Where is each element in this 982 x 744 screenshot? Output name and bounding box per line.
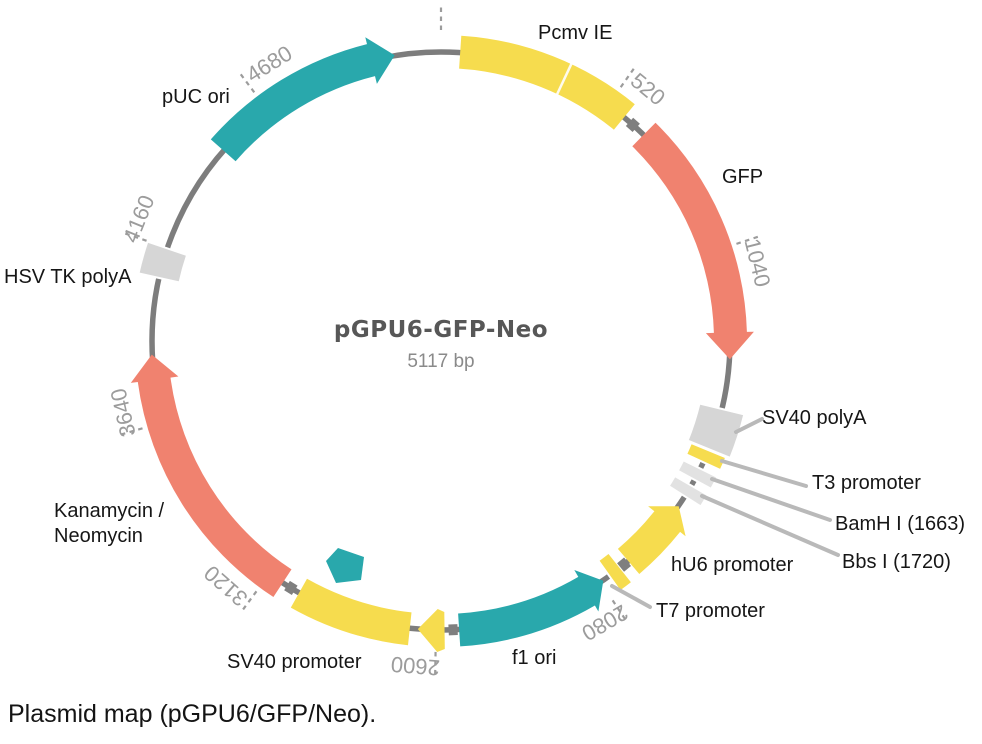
- feature-t7-promoter: [596, 551, 634, 593]
- kanamycin-label-line2: Neomycin: [54, 525, 143, 547]
- tick-mark-3640: [117, 427, 143, 437]
- insert-pentagon-marker: [326, 548, 364, 583]
- feature-f1-ori: [458, 570, 604, 647]
- feature-kanamycin-neomycin: [130, 354, 292, 597]
- bamhi-label: BamH I (1663): [835, 513, 966, 535]
- tick-mark-4160: [121, 231, 147, 242]
- sv40-promoter-label: SV40 promoter: [227, 651, 362, 673]
- pcmv-ie-label: Pcmv IE: [538, 22, 613, 44]
- plasmid-size: 5117 bp: [407, 351, 475, 372]
- tick-mark-4680: [237, 70, 256, 93]
- figure-caption: Plasmid map (pGPU6/GFP/Neo).: [8, 700, 377, 728]
- gfp-label: GFP: [722, 166, 764, 188]
- t3-promoter-label: T3 promoter: [812, 472, 921, 494]
- tick-label-2600: 2600: [390, 652, 441, 681]
- t7-promoter-callout: [610, 584, 652, 609]
- tick-label-4160: 4160: [118, 192, 160, 247]
- feature-hsv-tk-polya: [137, 240, 189, 284]
- feature-sv40-promoter: [290, 578, 412, 646]
- bbsi-label: Bbs I (1720): [842, 551, 951, 573]
- plasmid-name: pGPU6-GFP-Neo: [333, 317, 549, 343]
- tick-mark-3120: [240, 590, 258, 613]
- bbsi-callout: [700, 494, 840, 557]
- backbone-connector: [617, 557, 632, 572]
- t3-promoter-callout: [720, 459, 808, 488]
- feature-gfp: [632, 122, 754, 360]
- tick-mark-520: [619, 65, 637, 88]
- tick-label-1040: 1040: [739, 236, 775, 290]
- feature-hu6-promoter: [617, 506, 686, 574]
- tick-label-3640: 3640: [105, 386, 140, 439]
- f1-ori-label: f1 ori: [512, 647, 557, 669]
- hsv-tk-polya-label: HSV TK polyA: [4, 266, 132, 288]
- backbone-connector: [284, 580, 298, 595]
- tick-mark-2080: [611, 599, 628, 623]
- kanamycin-label-line1: Kanamycin /: [54, 500, 165, 522]
- feature-insert-arrowhead: [417, 609, 445, 652]
- backbone-connector: [625, 117, 640, 132]
- feature-pcmv-ie: [459, 35, 635, 130]
- plasmid-title-block: pGPU6-GFP-Neo 5117 bp: [334, 317, 548, 373]
- feature-puc-ori: [210, 37, 395, 162]
- sv40-polya-callout: [734, 417, 764, 434]
- sv40-polya-label: SV40 polyA: [762, 407, 867, 429]
- bamhi-callout: [710, 477, 832, 522]
- tick-mark-1040: [736, 234, 762, 245]
- puc-ori-label: pUC ori: [162, 86, 230, 108]
- hu6-promoter-label: hU6 promoter: [671, 554, 794, 576]
- feature-divider-pcmv-ie: [555, 62, 573, 96]
- t7-promoter-label: T7 promoter: [656, 600, 765, 622]
